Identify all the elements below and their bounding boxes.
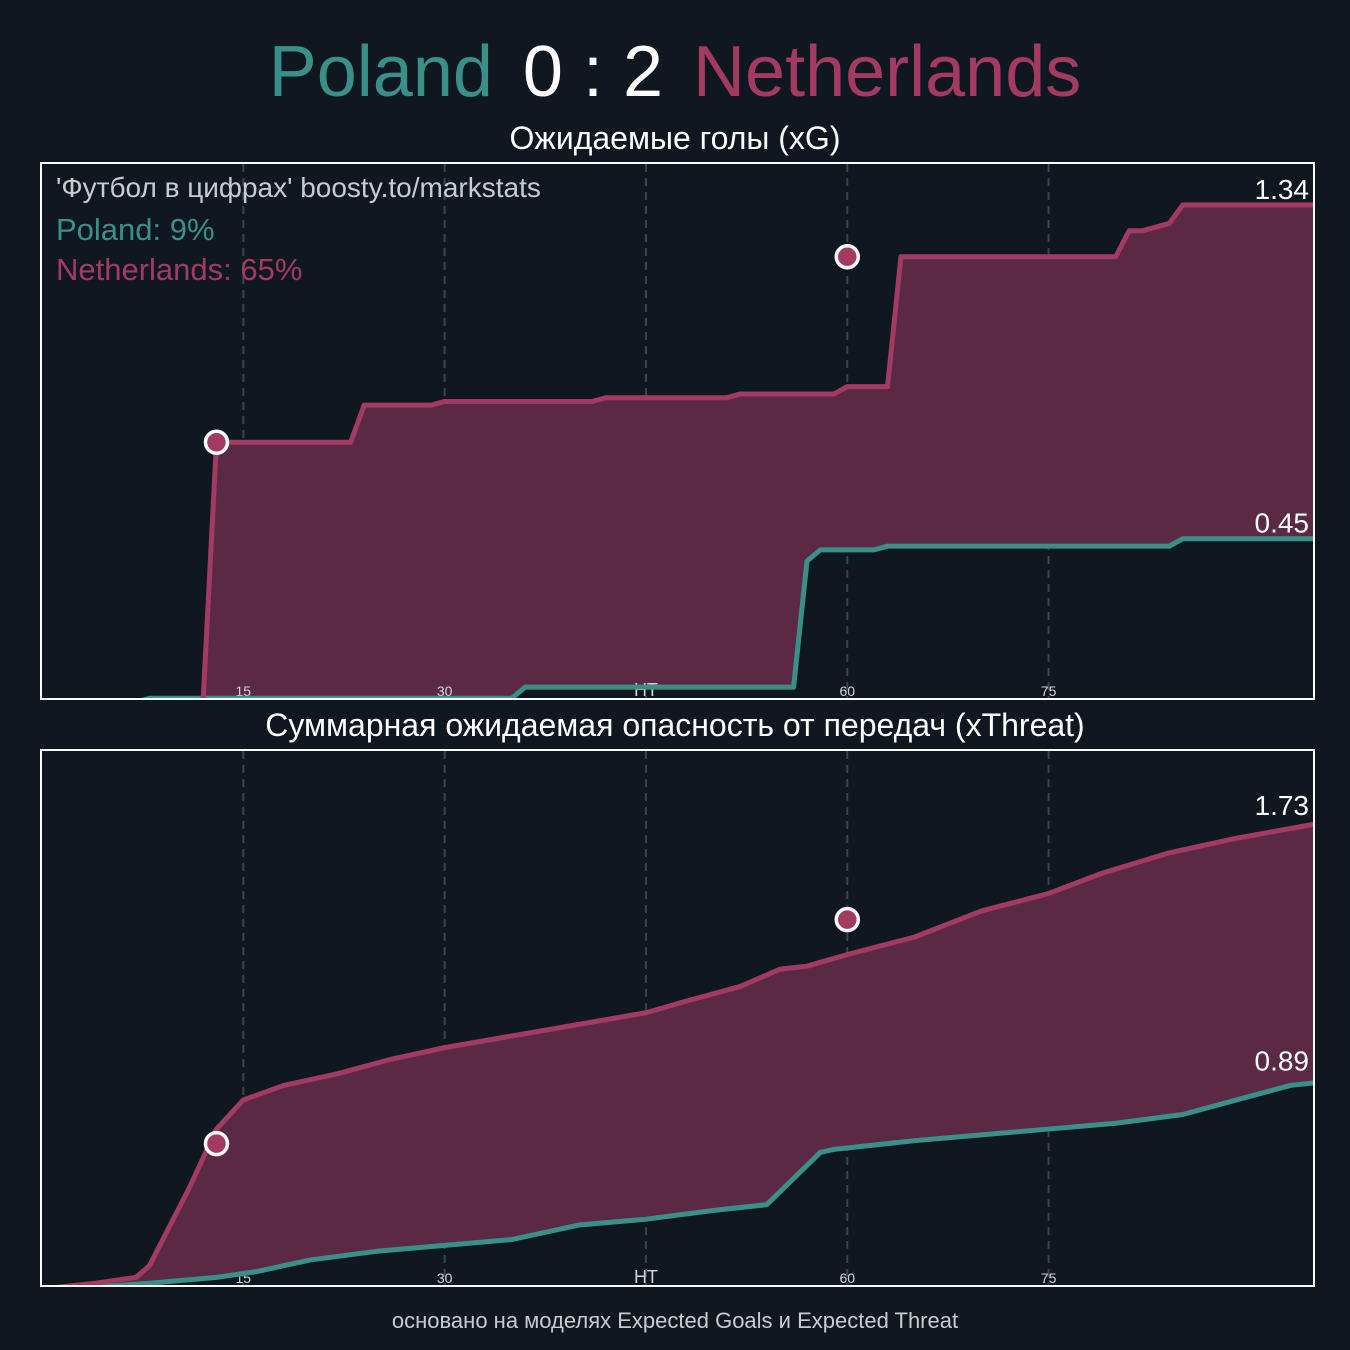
- series-end-label: 0.89: [1255, 1046, 1310, 1077]
- away-team-name: Netherlands: [693, 32, 1082, 112]
- series-line-poland: [76, 1080, 1313, 1285]
- home-team-name: Poland: [268, 32, 493, 112]
- footer-note: основано на моделях Expected Goals и Exp…: [391, 1308, 959, 1333]
- series-line-netherlands: [55, 821, 1313, 1285]
- x-tick-label: 60: [839, 1270, 855, 1286]
- x-tick-label: 75: [1041, 683, 1057, 699]
- home-win-probability: Poland: 9%: [56, 212, 215, 247]
- series-end-label: 1.34: [1255, 174, 1310, 205]
- match-header: Poland 0 : 2 Netherlands: [0, 22, 1350, 122]
- watermark-text: 'Футбол в цифрах' boosty.to/markstats: [56, 172, 541, 203]
- goal-marker: [834, 906, 861, 933]
- x-tick-label: HT: [634, 680, 658, 700]
- x-tick-label: 30: [437, 1270, 453, 1286]
- x-tick-label: 60: [839, 683, 855, 699]
- x-tick-label: 15: [236, 683, 252, 699]
- goal-marker: [203, 1130, 230, 1157]
- xthreat-chart-title: Суммарная ожидаемая опасность от передач…: [265, 707, 1085, 743]
- goal-marker: [203, 429, 230, 456]
- xthreat-chart-panel: 15 30 HT 60 75 1.73 0.89: [40, 749, 1315, 1287]
- xg-difference-area: [203, 204, 1313, 698]
- x-tick-label: HT: [634, 1267, 658, 1287]
- x-tick-label: 30: [437, 683, 453, 699]
- xg-chart-panel: 15 30 HT 60 75 1.34 0.45 'Футбол в цифрах' boo…: [40, 162, 1315, 700]
- series-line-netherlands: [200, 202, 1313, 698]
- series-end-label: 1.73: [1255, 790, 1310, 821]
- xg-chart-title: Ожидаемые голы (xG): [509, 120, 841, 156]
- xg-chart-svg: 15 30 HT 60 75 1.34 0.45: [141, 164, 1313, 700]
- goal-marker: [834, 244, 861, 270]
- xg-difference-area: [78, 824, 1313, 1285]
- match-score: 0 : 2: [522, 32, 664, 112]
- xthreat-chart-svg: 15 30 HT 60 751.730.89: [55, 751, 1313, 1287]
- away-win-probability: Netherlands: 65%: [56, 252, 303, 287]
- series-end-label: 0.45: [1255, 508, 1310, 539]
- series-line-poland: [141, 536, 1313, 698]
- x-tick-label: 75: [1041, 1270, 1057, 1286]
